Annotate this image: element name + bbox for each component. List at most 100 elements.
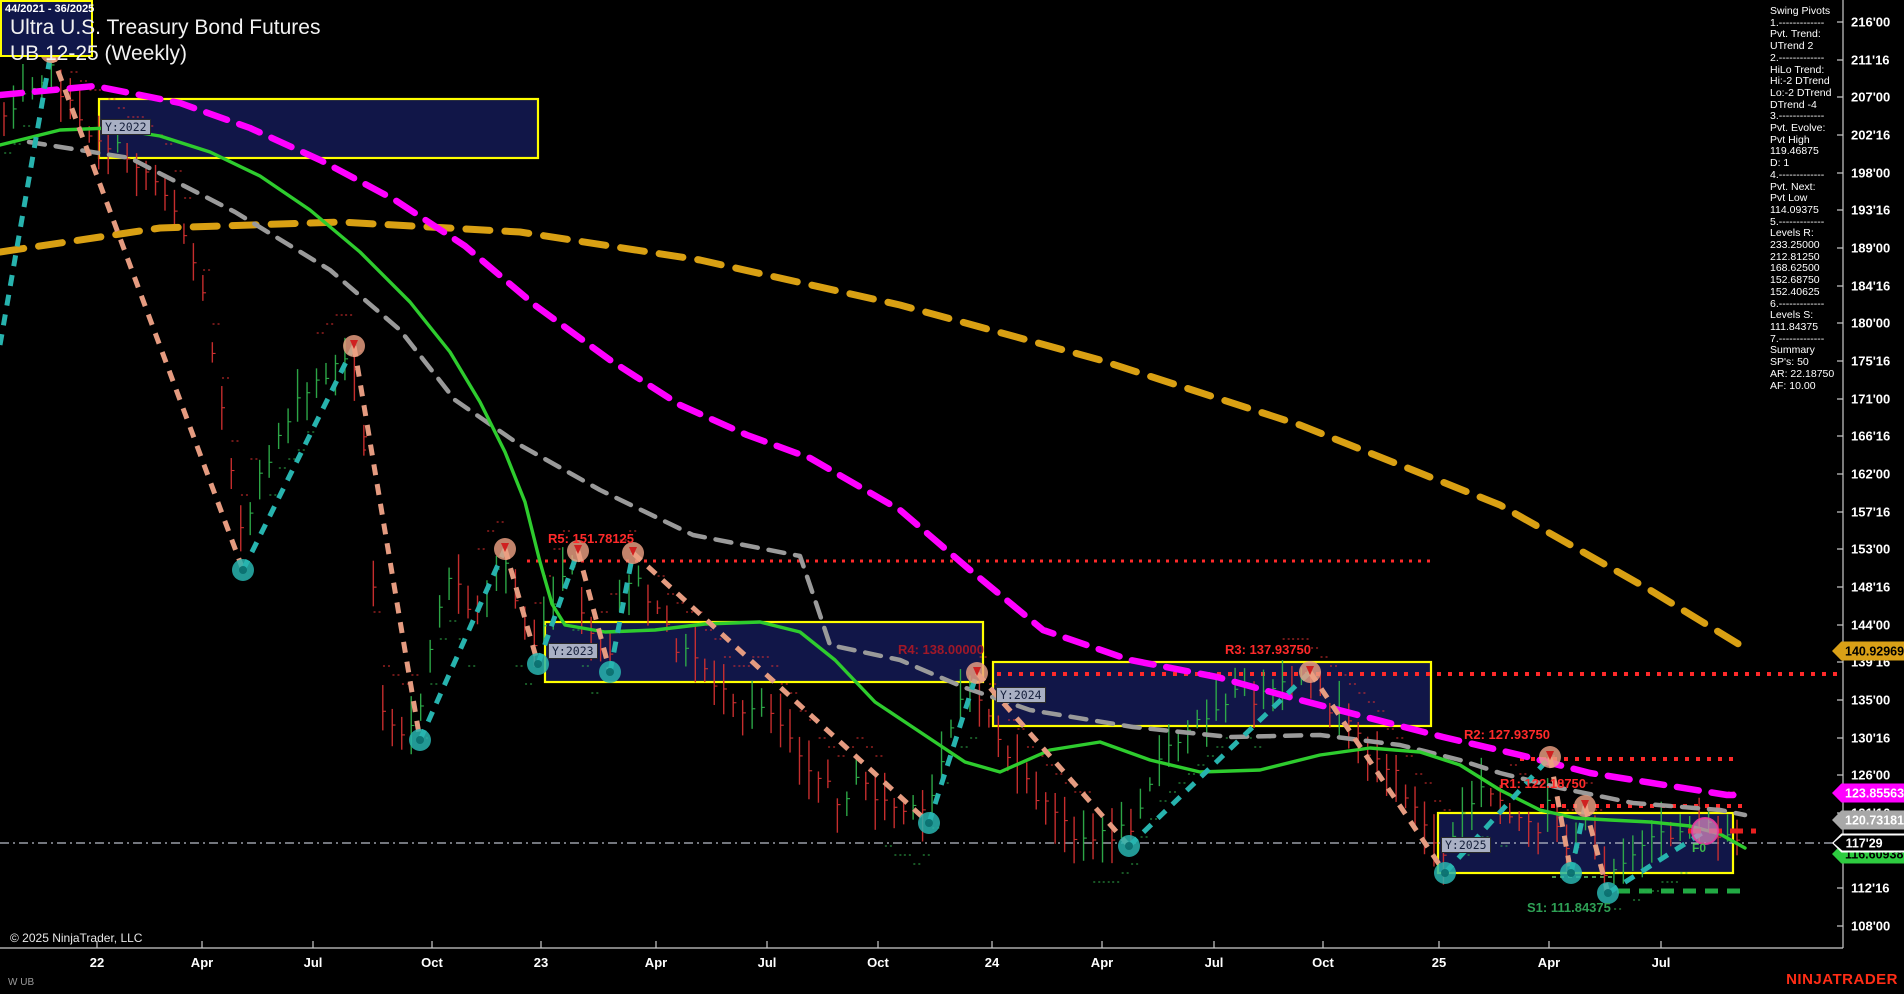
swing-high-arrow-icon	[501, 543, 509, 552]
time-axis-label: Oct	[1312, 955, 1334, 970]
swing-pivots-panel-line: 168.62500	[1770, 262, 1820, 275]
swing-low-dot-icon	[1125, 842, 1133, 850]
price-axis-label: 108'00	[1851, 918, 1891, 934]
swing-pivots-panel-line: Pvt High	[1770, 133, 1810, 146]
swing-down-segment	[1582, 805, 1611, 894]
R4-level-label: R4: 138.00000	[898, 642, 985, 657]
time-axis-label: Oct	[421, 955, 443, 970]
swing-up-segment	[1127, 670, 1312, 848]
swing-low-dot-icon	[1604, 889, 1612, 897]
swing-low-dot-icon	[534, 660, 542, 668]
swing-high-arrow-icon	[1306, 666, 1314, 675]
swing-down-segment	[1307, 670, 1448, 875]
swing-pivots-panel-line: Levels S:	[1770, 309, 1814, 322]
time-axis-label: 23	[533, 955, 549, 970]
R5-level-label: R5: 151.78125	[548, 531, 635, 546]
swing-pivots-panel-line: AR: 22.18750	[1770, 367, 1835, 380]
swing-low-dot-icon	[606, 668, 614, 676]
swing-up-segment	[1443, 755, 1552, 875]
price-axis-label: 112'16	[1851, 880, 1890, 896]
time-axis-label: 25	[1431, 955, 1447, 970]
swing-pivots-panel-line: Swing Pivots	[1770, 5, 1831, 17]
time-axis-label: Apr	[190, 955, 214, 970]
date-range-box	[0, 0, 93, 57]
price-axis-label: 157'16	[1851, 504, 1891, 520]
swing-pivots-panel-line: 5.-------------	[1770, 215, 1825, 228]
swing-pivots-panel-line: SP's: 50	[1770, 356, 1809, 369]
year-label: Y:2025	[1441, 837, 1491, 853]
time-axis-label: Apr	[1090, 955, 1114, 970]
swing-up-segment	[926, 672, 980, 824]
R2-level-label: R2: 127.93750	[1464, 727, 1551, 742]
swing-pivots-panel-line: 212.81250	[1770, 250, 1820, 263]
gray-ma-line	[26, 139, 1748, 818]
price-axis-label: 207'00	[1851, 89, 1891, 105]
swing-down-segment	[48, 51, 246, 571]
series-tag-text: W UB	[8, 977, 35, 988]
time-axis-label: Apr	[644, 955, 668, 970]
swing-low-dot-icon	[925, 819, 933, 827]
price-axis-label: 148'16	[1851, 579, 1891, 595]
price-axis-label: 202'16	[1851, 127, 1891, 143]
gold-ma-line	[0, 218, 1749, 652]
swing-pivots-panel-line: Pvt Low	[1770, 192, 1808, 205]
swing-pivots-panel-line: 3.-------------	[1770, 110, 1825, 123]
time-axis-label: 22	[89, 955, 105, 970]
year-range-box[interactable]	[97, 97, 540, 160]
swing-pivots-panel-line: 114.09375	[1770, 203, 1819, 216]
swing-down-segment	[631, 551, 931, 825]
gray-ma-tag: 120.73181	[1832, 810, 1904, 830]
swing-pivots-panel-line: HiLo Trend:	[1770, 63, 1825, 76]
time-axis-label: Jul	[757, 955, 777, 970]
swing-low-dot-icon	[416, 736, 424, 744]
instrument-title: Ultra U.S. Treasury Bond Futures	[10, 16, 321, 39]
swing-high-arrow-icon	[574, 545, 582, 554]
price-axis-label: 216'00	[1851, 14, 1891, 30]
time-axis-label: Jul	[1651, 955, 1671, 970]
swing-pivots-panel-line: 233.25000	[1770, 239, 1820, 252]
swing-pivots-panel-line: Pvt. Trend:	[1770, 28, 1821, 41]
swing-pivots-panel-line: 152.40625	[1770, 285, 1820, 298]
swing-pivots-panel-line: AF: 10.00	[1770, 379, 1816, 392]
price-axis-label: 193'16	[1851, 202, 1891, 218]
price-axis-label: 130'16	[1851, 730, 1891, 746]
price-axis-label: 180'00	[1851, 315, 1891, 331]
price-axis-label: 171'00	[1851, 391, 1891, 407]
price-axis-label: 175'16	[1851, 353, 1891, 369]
year-label: Y:2022	[101, 119, 151, 135]
last-price-tag-inner: 117'29	[1833, 835, 1904, 851]
swing-pivots-panel-line: 6.-------------	[1770, 297, 1825, 310]
swing-high-arrow-icon	[629, 547, 637, 556]
swing-up-segment	[0, 51, 54, 346]
price-axis-label: 153'00	[1851, 541, 1891, 557]
swing-pivots-panel-line: 111.84375	[1770, 320, 1819, 333]
magenta-ma-line	[0, 82, 1749, 799]
swing-low-dot-icon	[1441, 869, 1449, 877]
copyright-text: © 2025 NinjaTrader, LLC	[10, 931, 143, 945]
swing-pivots-panel-line: 1.-------------	[1770, 16, 1825, 29]
date-range-label: 44/2021 - 36/2025	[5, 3, 95, 15]
price-axis-label: 184'16	[1851, 278, 1891, 294]
ninjatrader-logo: NINJATRADER	[1786, 971, 1898, 988]
forecast-pivot-marker[interactable]	[1691, 817, 1719, 845]
swing-pivots-panel-line: D: 1	[1770, 157, 1790, 170]
swing-down-segment	[502, 548, 541, 665]
swing-up-segment	[417, 547, 508, 742]
contract-title: UB 12-25 (Weekly)	[10, 42, 188, 65]
swing-pivots-panel-line: DTrend -4	[1770, 98, 1817, 111]
swing-pivots-panel-line: Pvt. Next:	[1770, 180, 1816, 193]
time-axis-label: 24	[984, 955, 1000, 970]
gold-ma-tag: 140.92969	[1832, 641, 1904, 661]
price-axis-label: 162'00	[1851, 466, 1891, 482]
swing-pivots-panel: Swing Pivots 1.------------- Pvt. Trend: UT…	[1770, 5, 1842, 392]
swing-pivots-panel-line: Lo:-2 DTrend	[1770, 86, 1832, 99]
price-axis-label: 211'16	[1851, 52, 1890, 68]
swing-high-arrow-icon	[1581, 800, 1589, 809]
swing-pivots-panel-line: Hi:-2 DTrend	[1770, 75, 1830, 88]
S1-level-label: S1: 111.84375	[1527, 900, 1611, 915]
swing-pivots-panel-line: UTrend 2	[1770, 40, 1814, 53]
R3-level-label: R3: 137.93750	[1225, 642, 1312, 657]
price-axis-label: 166'16	[1851, 428, 1891, 444]
swing-pivots-panel-line: 2.-------------	[1770, 51, 1825, 64]
